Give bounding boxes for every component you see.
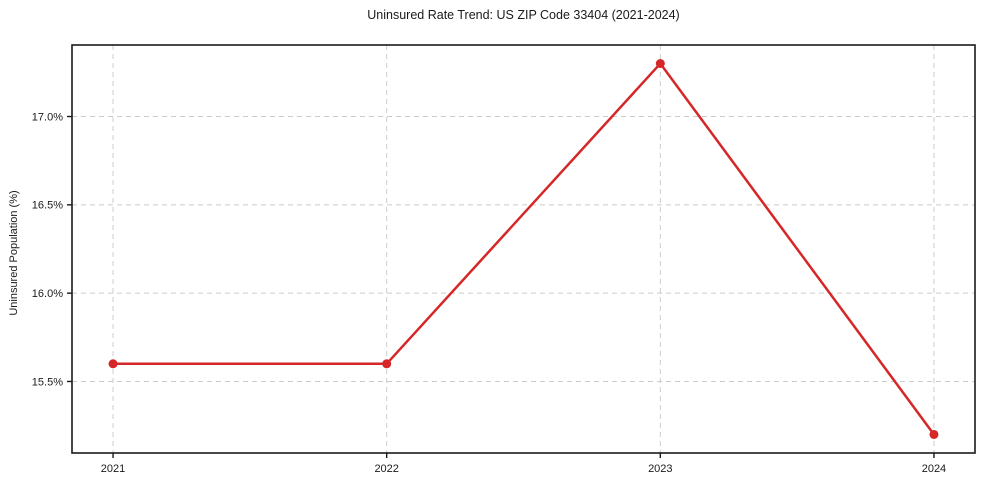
x-tick-label: 2023: [648, 463, 672, 475]
data-point-marker: [382, 359, 392, 369]
data-point-marker: [655, 59, 665, 69]
y-tick-label: 16.5%: [32, 200, 63, 212]
data-point-marker: [929, 429, 939, 439]
y-tick-label: 17.0%: [32, 111, 63, 123]
chart-title: Uninsured Rate Trend: US ZIP Code 33404 …: [367, 8, 680, 22]
x-tick-label: 2024: [922, 463, 946, 475]
data-point-marker: [108, 359, 118, 369]
y-tick-label: 16.0%: [32, 288, 63, 300]
y-tick-label: 15.5%: [32, 376, 63, 388]
x-tick-label: 2022: [374, 463, 398, 475]
plot-border: [71, 44, 976, 454]
data-line: [111, 62, 936, 436]
x-tick-label: 2021: [101, 463, 125, 475]
